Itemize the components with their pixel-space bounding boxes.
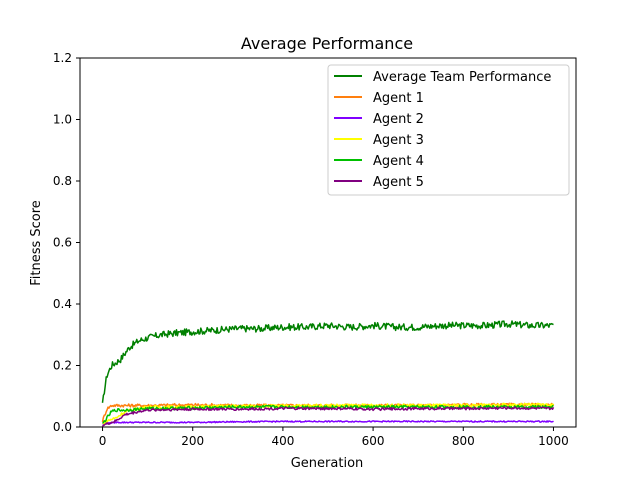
plot-area bbox=[101, 320, 555, 427]
series-line-6 bbox=[101, 406, 555, 427]
x-tick-label: 0 bbox=[99, 434, 107, 448]
x-tick-label: 800 bbox=[452, 434, 475, 448]
axis-ticks: 0 200 400 600 800 1000 0.0 0.2 0.4 0.6 0.8 1.0 1.2 bbox=[53, 51, 569, 448]
legend-label: Agent 3 bbox=[373, 133, 424, 148]
series-line-1 bbox=[101, 320, 554, 403]
x-tick-label: 1000 bbox=[538, 434, 569, 448]
y-tick-label: 0.4 bbox=[53, 297, 72, 311]
x-axis-label: Generation bbox=[291, 456, 364, 471]
plot-frame bbox=[79, 57, 577, 428]
y-axis-label: Fitness Score bbox=[29, 200, 44, 286]
y-tick-label: 0.8 bbox=[53, 174, 72, 188]
legend: Average Team Performance Agent 1 Agent 2 Ag… bbox=[327, 64, 570, 196]
y-tick-label: 0.6 bbox=[53, 236, 72, 250]
x-tick-label: 400 bbox=[271, 434, 294, 448]
y-tick-label: 1.2 bbox=[53, 51, 72, 65]
legend-label: Average Team Performance bbox=[373, 70, 551, 85]
y-tick-label: 0.0 bbox=[53, 420, 72, 434]
y-tick-label: 0.2 bbox=[53, 359, 72, 373]
legend-label: Agent 2 bbox=[373, 112, 424, 127]
x-tick-label: 200 bbox=[181, 434, 204, 448]
legend-label: Agent 1 bbox=[373, 91, 424, 106]
chart-title: Average Performance bbox=[241, 34, 413, 53]
y-tick-label: 1.0 bbox=[53, 113, 72, 127]
series-line-3 bbox=[102, 420, 554, 425]
legend-label: Agent 5 bbox=[373, 175, 424, 190]
x-tick-label: 600 bbox=[362, 434, 385, 448]
legend-label: Agent 4 bbox=[373, 154, 424, 169]
legend-box bbox=[327, 64, 570, 196]
